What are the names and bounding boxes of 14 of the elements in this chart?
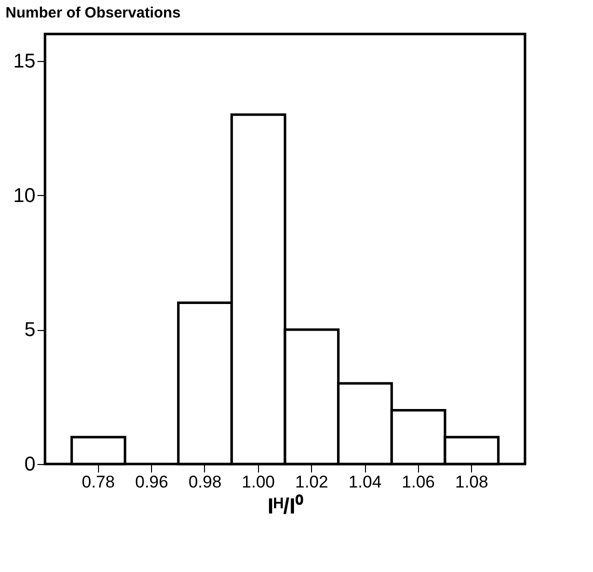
x-tick-label: 0.96 [135,472,168,492]
y-tick-label: 5 [24,319,36,342]
x-tick-label: 0.98 [188,472,222,492]
y-axis-title: Number of Observations [6,4,181,22]
x-tick-label: 0.78 [82,472,115,492]
x-tick-label: 1.06 [402,472,435,492]
x-tick-label: 1.02 [295,472,328,492]
x-tick-label: 1.00 [242,472,275,492]
y-tick-label: 15 [13,50,36,72]
x-axis-title: Iᴴ/I⁰ [268,494,304,518]
y-tick-label: 10 [13,184,36,207]
x-tick-label: 1.08 [455,472,488,492]
x-tick-label: 1.04 [348,472,382,492]
y-tick-label: 0 [24,454,36,476]
